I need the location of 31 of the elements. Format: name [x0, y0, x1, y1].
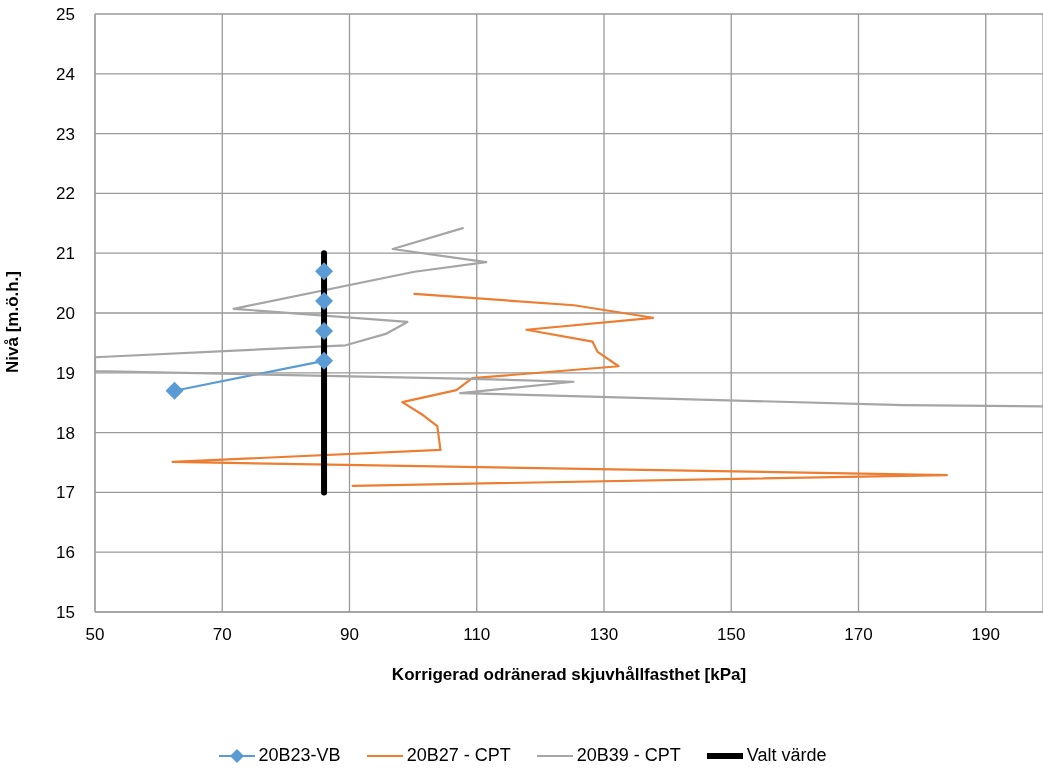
y-tick-label: 19: [56, 363, 75, 383]
x-tick-label: 70: [212, 625, 232, 645]
y-tick-label: 23: [56, 124, 75, 144]
y-tick-label: 15: [56, 603, 75, 623]
point: [315, 262, 334, 281]
y-tick-label: 18: [56, 423, 75, 443]
y-tick-label: 17: [56, 483, 75, 503]
y-tick-label: 22: [56, 184, 75, 204]
y-tick-label: 25: [56, 5, 75, 25]
legend-label: Valt värde: [746, 745, 827, 766]
point: [315, 321, 334, 340]
point: [165, 381, 184, 400]
x-tick-label: 150: [717, 625, 746, 645]
x-tick-label: 190: [971, 625, 1000, 645]
y-tick-label: 21: [56, 244, 75, 264]
legend-label: 20B23-VB: [258, 745, 341, 766]
y-axis-title: Nivå [m.ö.h.]: [3, 270, 23, 373]
x-tick-label: 50: [85, 625, 105, 645]
legend-label: 20B27 - CPT: [406, 745, 511, 766]
y-tick-label: 20: [56, 304, 75, 324]
y-tick-label: 24: [56, 64, 75, 84]
x-tick-label: 170: [844, 625, 873, 645]
point: [315, 351, 334, 370]
line-series: [171, 292, 949, 487]
point: [315, 292, 334, 311]
y-tick-label: 16: [56, 543, 75, 563]
x-tick-label: 130: [589, 625, 619, 645]
x-axis-title: Korrigerad odränerad skjuvhållfasthet [kPa]: [391, 665, 747, 684]
x-tick-label: 90: [340, 625, 359, 645]
x-tick-label: 110: [463, 625, 491, 645]
legend-label: 20B39 - CPT: [576, 745, 681, 766]
